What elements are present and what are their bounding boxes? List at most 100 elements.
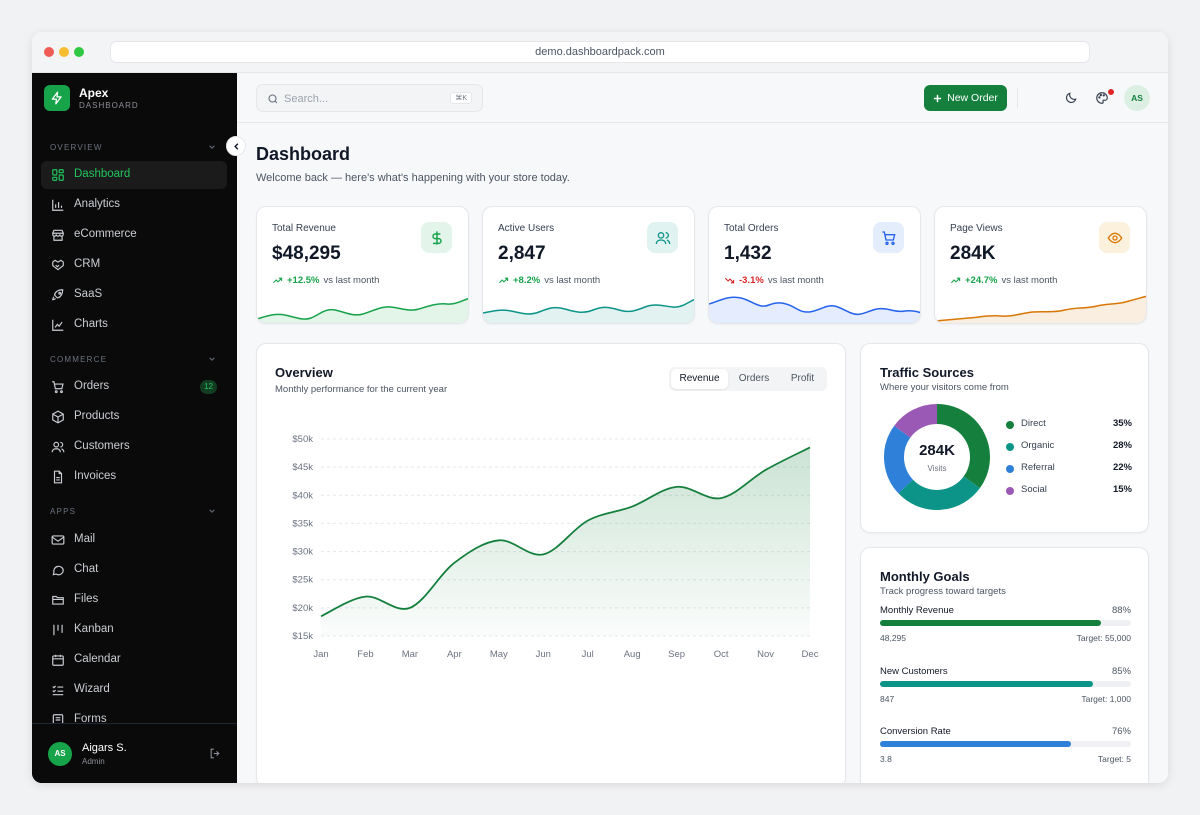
minimize-window-icon[interactable]	[59, 47, 69, 57]
user-role: Admin	[82, 757, 105, 766]
stat-card-users[interactable]: Active Users 2,847 +8.2% vs last month	[482, 206, 695, 324]
sidebar-item-crm[interactable]: CRM	[41, 251, 227, 279]
maximize-window-icon[interactable]	[74, 47, 84, 57]
avatar[interactable]: AS	[48, 742, 72, 766]
tab-orders[interactable]: Orders	[738, 373, 770, 384]
legend-item-social: Social 15%	[1006, 484, 1132, 498]
chevron-down-icon[interactable]	[208, 507, 216, 515]
bolt-icon	[51, 91, 62, 105]
search-input[interactable]	[284, 90, 434, 107]
x-tick-label: Mar	[402, 649, 418, 660]
tab-profit[interactable]: Profit	[790, 373, 815, 384]
y-tick-label: $25k	[292, 575, 313, 586]
tab-revenue[interactable]: Revenue	[671, 369, 728, 389]
top-bar: ⌘K New Order AS	[237, 73, 1168, 123]
sidebar-item-dashboard[interactable]: Dashboard	[41, 161, 227, 189]
sidebar-item-orders[interactable]: Orders 12	[41, 373, 227, 401]
overview-card: Overview Monthly performance for the cur…	[256, 343, 846, 783]
sidebar-item-label: eCommerce	[74, 228, 137, 240]
sidebar-item-label: Mail	[74, 533, 96, 545]
eye-icon	[1107, 232, 1122, 243]
sidebar-item-label: Chat	[74, 563, 99, 575]
collapse-sidebar-button[interactable]	[226, 136, 246, 156]
stat-trend: -3.1% vs last month	[724, 275, 824, 286]
goal-progress-track	[880, 620, 1131, 626]
legend-item-direct: Direct 35%	[1006, 418, 1132, 432]
goal-progress-fill	[880, 620, 1101, 626]
sidebar-item-charts[interactable]: Charts	[41, 311, 227, 339]
sidebar-item-label: CRM	[74, 258, 101, 270]
sidebar-item-wizard[interactable]: Wizard	[41, 676, 227, 704]
moon-icon[interactable]	[1064, 91, 1078, 105]
avatar[interactable]: AS	[1124, 85, 1150, 111]
stat-compare: vs last month	[1001, 275, 1058, 286]
search-box[interactable]: ⌘K	[256, 84, 483, 112]
palette-icon[interactable]	[1095, 91, 1109, 105]
search-shortcut: ⌘K	[450, 92, 472, 104]
address-bar[interactable]: demo.dashboardpack.com	[110, 41, 1090, 63]
cart-icon	[52, 381, 64, 394]
stat-value: 284K	[950, 243, 996, 264]
goal-monthly-revenue: Monthly Revenue 88% 48,295 Target: 55,00…	[880, 605, 1131, 655]
goal-current: 3.8	[880, 754, 892, 764]
goal-progress-track	[880, 681, 1131, 687]
new-order-button[interactable]: New Order	[924, 85, 1007, 111]
donut-slice-referral[interactable]	[884, 425, 914, 494]
x-tick-label: Jan	[313, 649, 328, 660]
sidebar-item-kanban[interactable]: Kanban	[41, 616, 227, 644]
chevron-down-icon[interactable]	[208, 143, 216, 151]
folder-icon	[52, 595, 64, 605]
stat-compare: vs last month	[323, 275, 380, 286]
stat-card-pageviews[interactable]: Page Views 284K +24.7% vs last month	[934, 206, 1147, 324]
sidebar-item-customers[interactable]: Customers	[41, 433, 227, 461]
legend-name: Organic	[1021, 440, 1055, 451]
sidebar-item-calendar[interactable]: Calendar	[41, 646, 227, 674]
stat-icon-tile	[647, 222, 678, 253]
stat-change: +24.7%	[965, 275, 998, 286]
sidebar-item-ecommerce[interactable]: eCommerce	[41, 221, 227, 249]
close-window-icon[interactable]	[44, 47, 54, 57]
stat-card-orders[interactable]: Total Orders 1,432 -3.1% vs last month	[708, 206, 921, 324]
stat-label: Active Users	[498, 223, 555, 234]
y-tick-label: $30k	[292, 547, 313, 558]
x-tick-label: May	[490, 649, 508, 660]
sidebar-item-files[interactable]: Files	[41, 586, 227, 614]
stat-compare: vs last month	[767, 275, 824, 286]
stat-icon-tile	[421, 222, 452, 253]
chevron-down-icon[interactable]	[208, 355, 216, 363]
donut-slice-organic[interactable]	[898, 475, 980, 510]
logout-icon[interactable]	[209, 747, 222, 760]
goal-label: Monthly Revenue	[880, 605, 954, 616]
sidebar-item-mail[interactable]: Mail	[41, 526, 227, 554]
box-icon	[52, 410, 64, 424]
legend-swatch	[1006, 443, 1014, 451]
kanban-icon	[53, 624, 63, 636]
brand-name: Apex	[79, 86, 109, 100]
legend-percent: 15%	[1112, 484, 1132, 495]
stat-icon-tile	[1099, 222, 1130, 253]
sidebar-item-label: Files	[74, 593, 99, 605]
y-tick-label: $45k	[292, 462, 313, 473]
sidebar-user-panel: AS Aigars S. Admin	[32, 723, 237, 783]
sidebar-item-invoices[interactable]: Invoices	[41, 463, 227, 491]
goal-percent: 88%	[1111, 605, 1131, 616]
goal-target: Target: 55,000	[1076, 633, 1131, 643]
sidebar-item-products[interactable]: Products	[41, 403, 227, 431]
sidebar-item-chat[interactable]: Chat	[41, 556, 227, 584]
stat-card-revenue[interactable]: Total Revenue $48,295 +12.5% vs last mon…	[256, 206, 469, 324]
donut-slice-social[interactable]	[894, 404, 938, 439]
y-tick-label: $15k	[292, 631, 313, 642]
mail-icon	[51, 535, 65, 545]
donut-center-value: 284K	[919, 442, 955, 459]
sparkline-pageviews	[935, 295, 1146, 323]
sidebar-item-label: Dashboard	[74, 168, 131, 180]
cart-icon	[881, 230, 896, 245]
brand-logo[interactable]	[44, 85, 70, 111]
overview-title: Overview	[275, 365, 333, 380]
overview-subtitle: Monthly performance for the current year	[275, 384, 448, 395]
revenue-series-line	[320, 446, 811, 618]
sidebar-item-saas[interactable]: SaaS	[41, 281, 227, 309]
sidebar-item-analytics[interactable]: Analytics	[41, 191, 227, 219]
donut-slice-direct[interactable]	[936, 404, 990, 489]
goal-new-customers: New Customers 85% 847 Target: 1,000	[880, 666, 1131, 716]
